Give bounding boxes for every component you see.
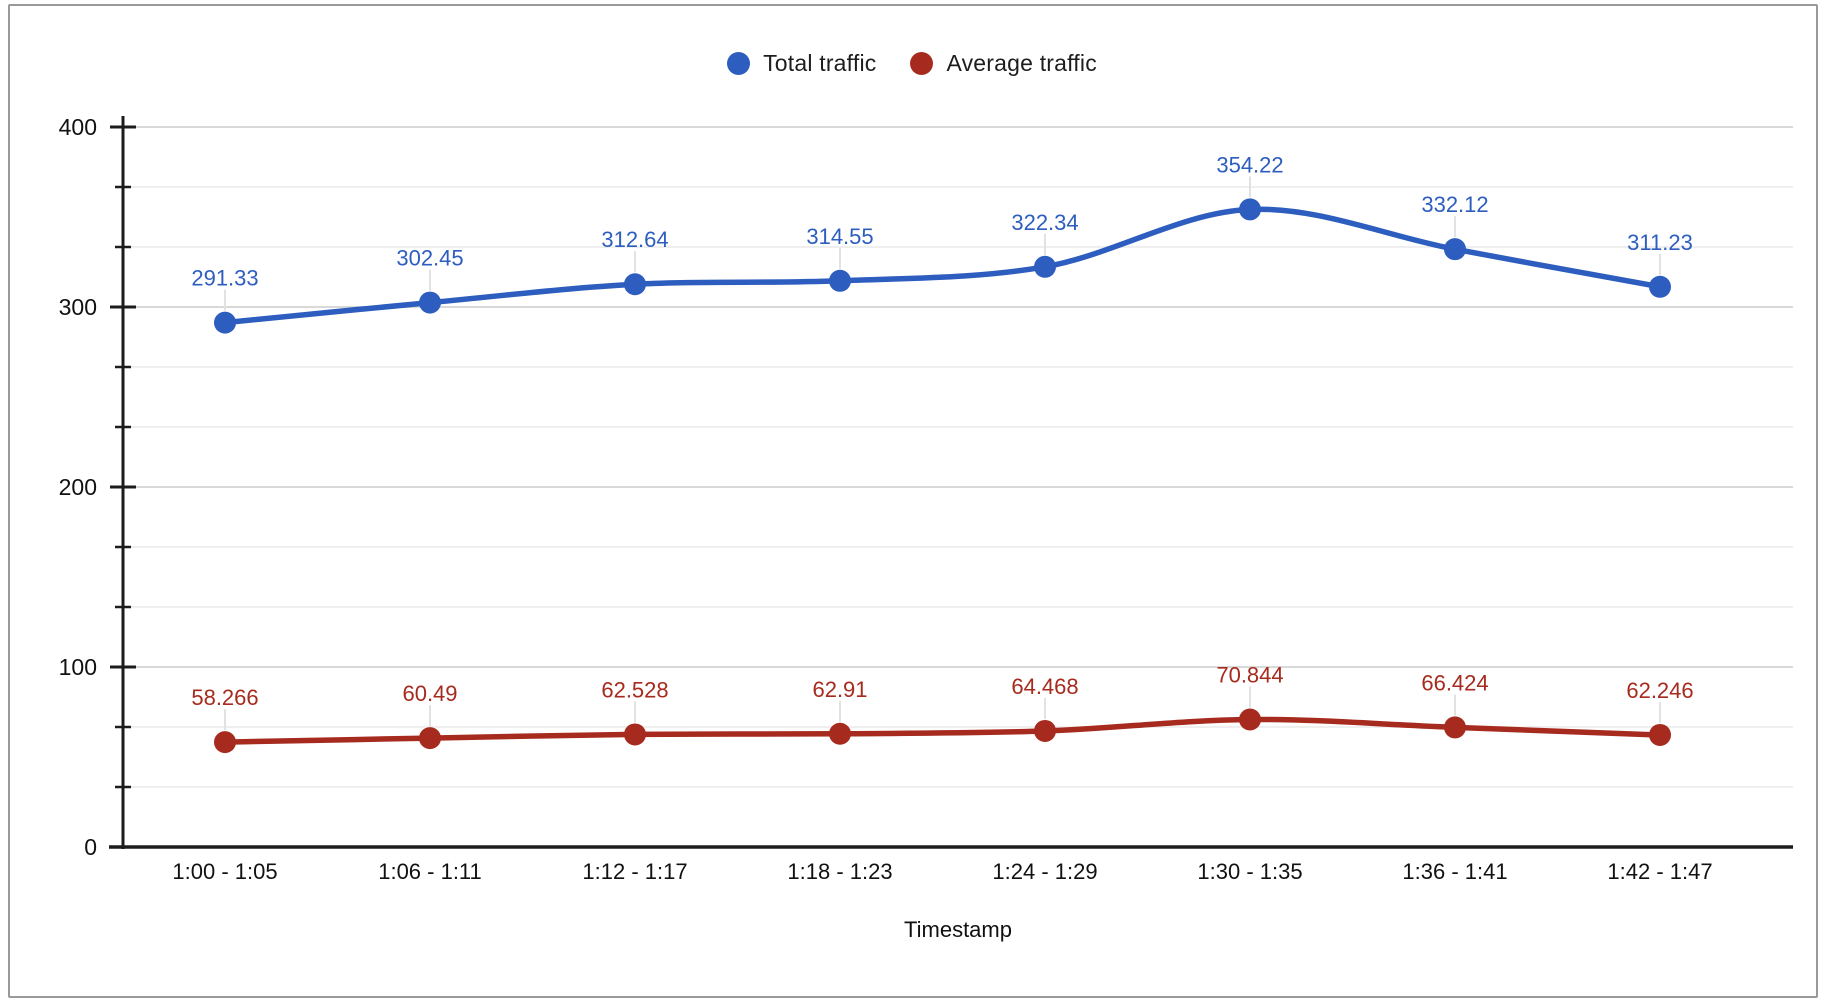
data-label: 322.34 xyxy=(1011,210,1078,235)
data-label: 60.49 xyxy=(402,681,457,706)
data-label: 70.844 xyxy=(1216,662,1283,687)
x-axis-tick-label: 1:36 - 1:41 xyxy=(1402,859,1507,884)
x-axis-tick-label: 1:24 - 1:29 xyxy=(992,859,1097,884)
data-label: 302.45 xyxy=(396,246,463,271)
data-label: 332.12 xyxy=(1421,192,1488,217)
series-line-0 xyxy=(222,206,1663,326)
y-axis-tick-label: 0 xyxy=(84,834,97,860)
y-axis-tick-label: 200 xyxy=(59,474,97,500)
data-point-1-5[interactable] xyxy=(1239,708,1261,731)
data-point-0-1[interactable] xyxy=(419,291,441,314)
data-label: 58.266 xyxy=(191,685,258,710)
chart-card xyxy=(8,4,1818,998)
data-point-1-3[interactable] xyxy=(829,722,851,745)
data-point-0-2[interactable] xyxy=(624,273,646,296)
data-label: 62.528 xyxy=(601,677,668,702)
x-axis-tick-label: 1:30 - 1:35 xyxy=(1197,859,1302,884)
data-point-0-3[interactable] xyxy=(829,269,851,292)
x-axis-title: Timestamp xyxy=(904,917,1012,942)
x-axis-tick-label: 1:42 - 1:47 xyxy=(1607,859,1712,884)
series-line-1 xyxy=(222,716,1663,745)
data-label: 66.424 xyxy=(1421,670,1488,695)
data-point-1-6[interactable] xyxy=(1444,716,1466,739)
x-axis-tick-label: 1:06 - 1:11 xyxy=(378,859,482,884)
y-axis-tick-label: 300 xyxy=(59,294,97,320)
data-label: 354.22 xyxy=(1216,152,1283,177)
data-point-0-0[interactable] xyxy=(214,311,236,334)
data-point-1-1[interactable] xyxy=(419,727,441,750)
data-point-1-0[interactable] xyxy=(214,731,236,754)
data-label: 311.23 xyxy=(1627,230,1693,255)
data-point-1-7[interactable] xyxy=(1649,723,1671,746)
y-axis-tick-label: 100 xyxy=(59,654,97,680)
data-point-1-2[interactable] xyxy=(624,723,646,746)
data-label: 291.33 xyxy=(191,266,258,291)
data-label: 62.91 xyxy=(812,677,867,702)
data-point-0-4[interactable] xyxy=(1034,255,1056,278)
x-axis-tick-label: 1:18 - 1:23 xyxy=(787,859,892,884)
data-label: 64.468 xyxy=(1011,674,1078,699)
x-axis-tick-label: 1:12 - 1:17 xyxy=(582,859,687,884)
y-axis-tick-label: 400 xyxy=(59,114,97,140)
data-point-0-6[interactable] xyxy=(1444,238,1466,261)
data-point-0-5[interactable] xyxy=(1239,198,1261,221)
data-label: 312.64 xyxy=(601,227,668,252)
data-point-1-4[interactable] xyxy=(1034,719,1056,742)
data-point-0-7[interactable] xyxy=(1649,275,1671,298)
x-axis-tick-label: 1:00 - 1:05 xyxy=(172,859,277,884)
data-label: 62.246 xyxy=(1626,678,1693,703)
data-label: 314.55 xyxy=(806,224,873,249)
